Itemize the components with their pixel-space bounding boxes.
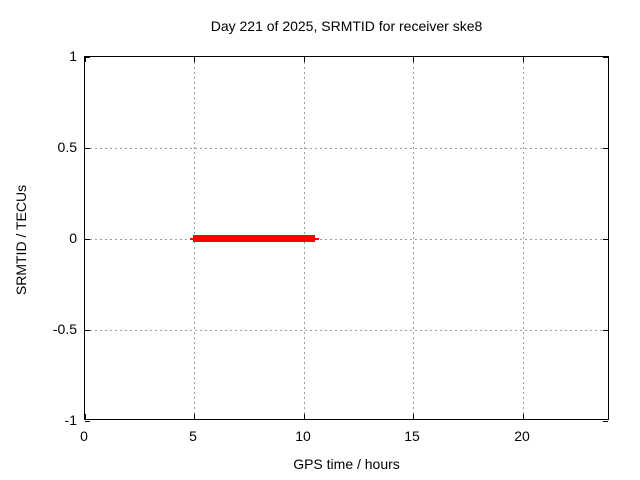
y-tick-mirror	[603, 330, 608, 331]
y-tick-mirror	[603, 239, 608, 240]
y-tick-label: 1	[69, 48, 77, 64]
y-tick-mirror	[603, 148, 608, 149]
x-tick	[523, 414, 524, 419]
x-tick-mirror	[523, 57, 524, 62]
x-gridline	[413, 57, 414, 419]
x-tick-label: 10	[295, 428, 311, 444]
y-gridline	[85, 239, 608, 240]
x-gridline	[523, 57, 524, 419]
y-tick-label: 0.5	[57, 139, 77, 155]
chart-title: Day 221 of 2025, SRMTID for receiver ske…	[210, 18, 483, 34]
x-tick-mirror	[194, 57, 195, 62]
x-tick-mirror	[85, 57, 86, 62]
y-tick	[85, 330, 90, 331]
x-tick-label: 15	[404, 428, 420, 444]
y-tick-label: -0.5	[52, 321, 77, 337]
x-tick-label: 5	[189, 428, 197, 444]
x-tick	[304, 414, 305, 419]
x-axis-label: GPS time / hours	[293, 456, 400, 472]
x-tick	[194, 414, 195, 419]
x-tick-mirror	[413, 57, 414, 62]
x-tick-mirror	[304, 57, 305, 62]
x-tick	[413, 414, 414, 419]
y-tick-mirror	[603, 421, 608, 422]
y-tick	[85, 421, 90, 422]
y-gridline	[85, 148, 608, 149]
series-segment	[193, 235, 315, 242]
y-tick	[85, 57, 90, 58]
y-tick	[85, 239, 90, 240]
x-tick	[85, 414, 86, 419]
y-tick-label: 0	[69, 230, 77, 246]
x-tick-label: 0	[80, 428, 88, 444]
y-tick-mirror	[603, 57, 608, 58]
x-tick-label: 20	[514, 428, 530, 444]
plot-area	[84, 56, 609, 422]
y-gridline	[85, 330, 608, 331]
y-tick-label: -1	[64, 412, 77, 428]
y-tick	[85, 148, 90, 149]
